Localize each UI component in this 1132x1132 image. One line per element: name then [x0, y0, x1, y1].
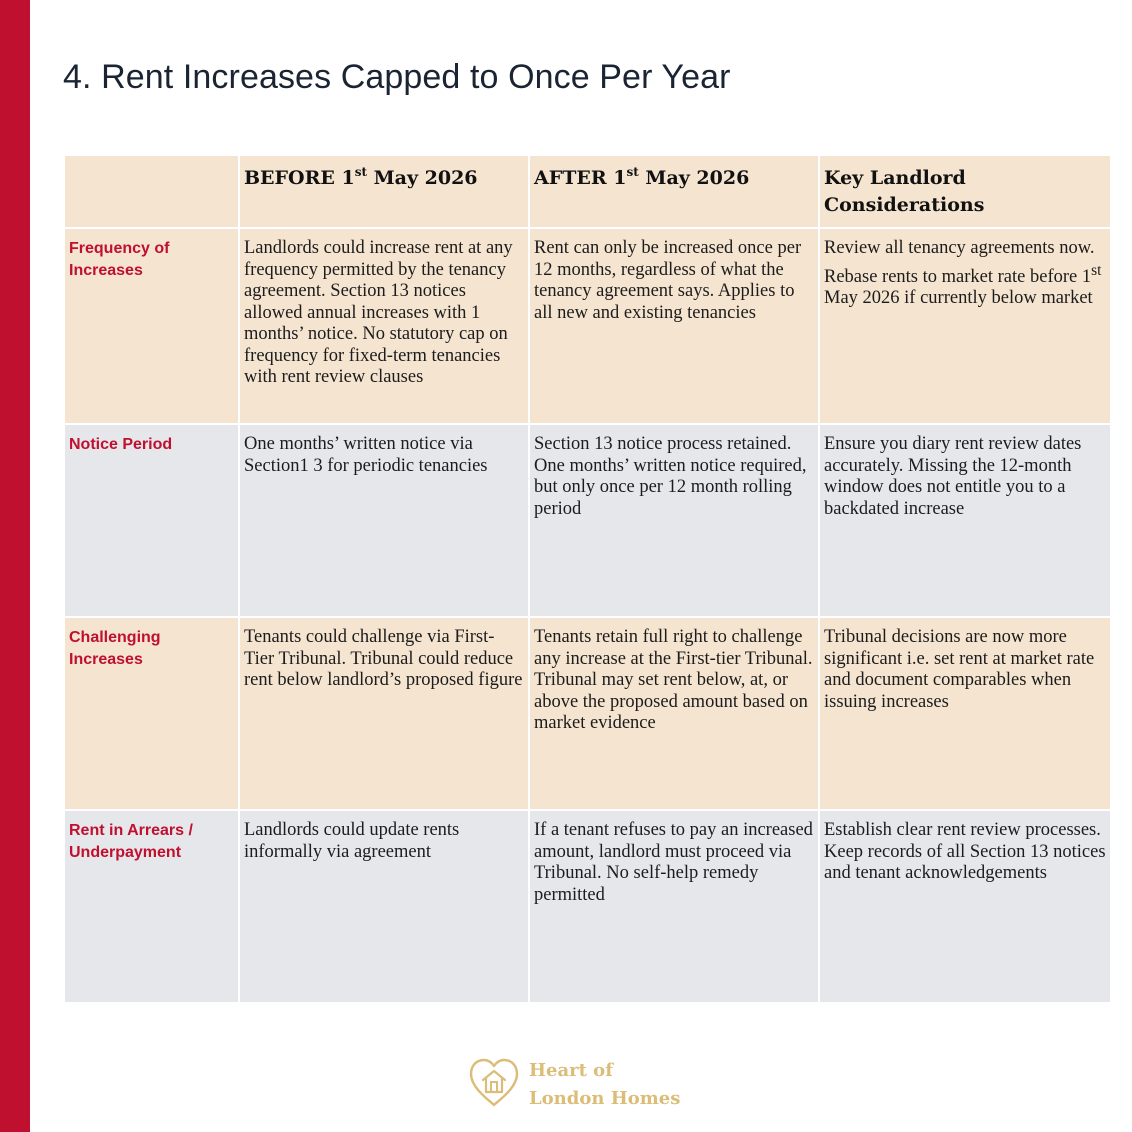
- header-considerations: Key Landlord Considerations: [818, 154, 1112, 229]
- row-label-notice-period: Notice Period: [63, 423, 240, 618]
- header-before: BEFORE 1st May 2026: [238, 154, 530, 229]
- row-label-challenging-increases: Challenging Increases: [63, 616, 240, 811]
- company-logo: Heart of London Homes: [466, 1055, 686, 1111]
- logo-line-2: London Homes: [529, 1088, 681, 1109]
- cell-considerations: Ensure you diary rent review dates accur…: [818, 423, 1112, 618]
- accent-side-bar: [0, 0, 30, 1132]
- cell-before: Tenants could challenge via First-Tier T…: [238, 616, 530, 811]
- cell-after: If a tenant refuses to pay an increased …: [528, 809, 820, 1004]
- cell-after: Rent can only be increased once per 12 m…: [528, 227, 820, 425]
- rent-increase-comparison-table: BEFORE 1st May 2026 AFTER 1st May 2026 K…: [63, 154, 1112, 1004]
- cell-before: Landlords could increase rent at any fre…: [238, 227, 530, 425]
- header-after: AFTER 1st May 2026: [528, 154, 820, 229]
- cell-after: Section 13 notice process retained. One …: [528, 423, 820, 618]
- table-row: Frequency of Increases Landlords could i…: [63, 227, 1112, 425]
- header-corner-cell: [63, 154, 240, 229]
- cell-before: One months’ written notice via Section1 …: [238, 423, 530, 618]
- row-label-rent-arrears: Rent in Arrears / Underpayment: [63, 809, 240, 1004]
- logo-line-1: Heart of: [529, 1060, 613, 1081]
- cell-before: Landlords could update rents informally …: [238, 809, 530, 1004]
- heart-house-icon: [469, 1058, 519, 1107]
- logo-wordmark: Heart of London Homes: [529, 1057, 680, 1113]
- cell-considerations: Establish clear rent review processes. K…: [818, 809, 1112, 1004]
- table-row: Notice Period One months’ written notice…: [63, 423, 1112, 618]
- cell-after: Tenants retain full right to challenge a…: [528, 616, 820, 811]
- page-title: 4. Rent Increases Capped to Once Per Yea…: [63, 58, 731, 96]
- row-label-frequency: Frequency of Increases: [63, 227, 240, 425]
- cell-considerations: Review all tenancy agreements now. Rebas…: [818, 227, 1112, 425]
- table-row: Challenging Increases Tenants could chal…: [63, 616, 1112, 811]
- table-header-row: BEFORE 1st May 2026 AFTER 1st May 2026 K…: [63, 154, 1112, 229]
- cell-considerations: Tribunal decisions are now more signific…: [818, 616, 1112, 811]
- table-row: Rent in Arrears / Underpayment Landlords…: [63, 809, 1112, 1004]
